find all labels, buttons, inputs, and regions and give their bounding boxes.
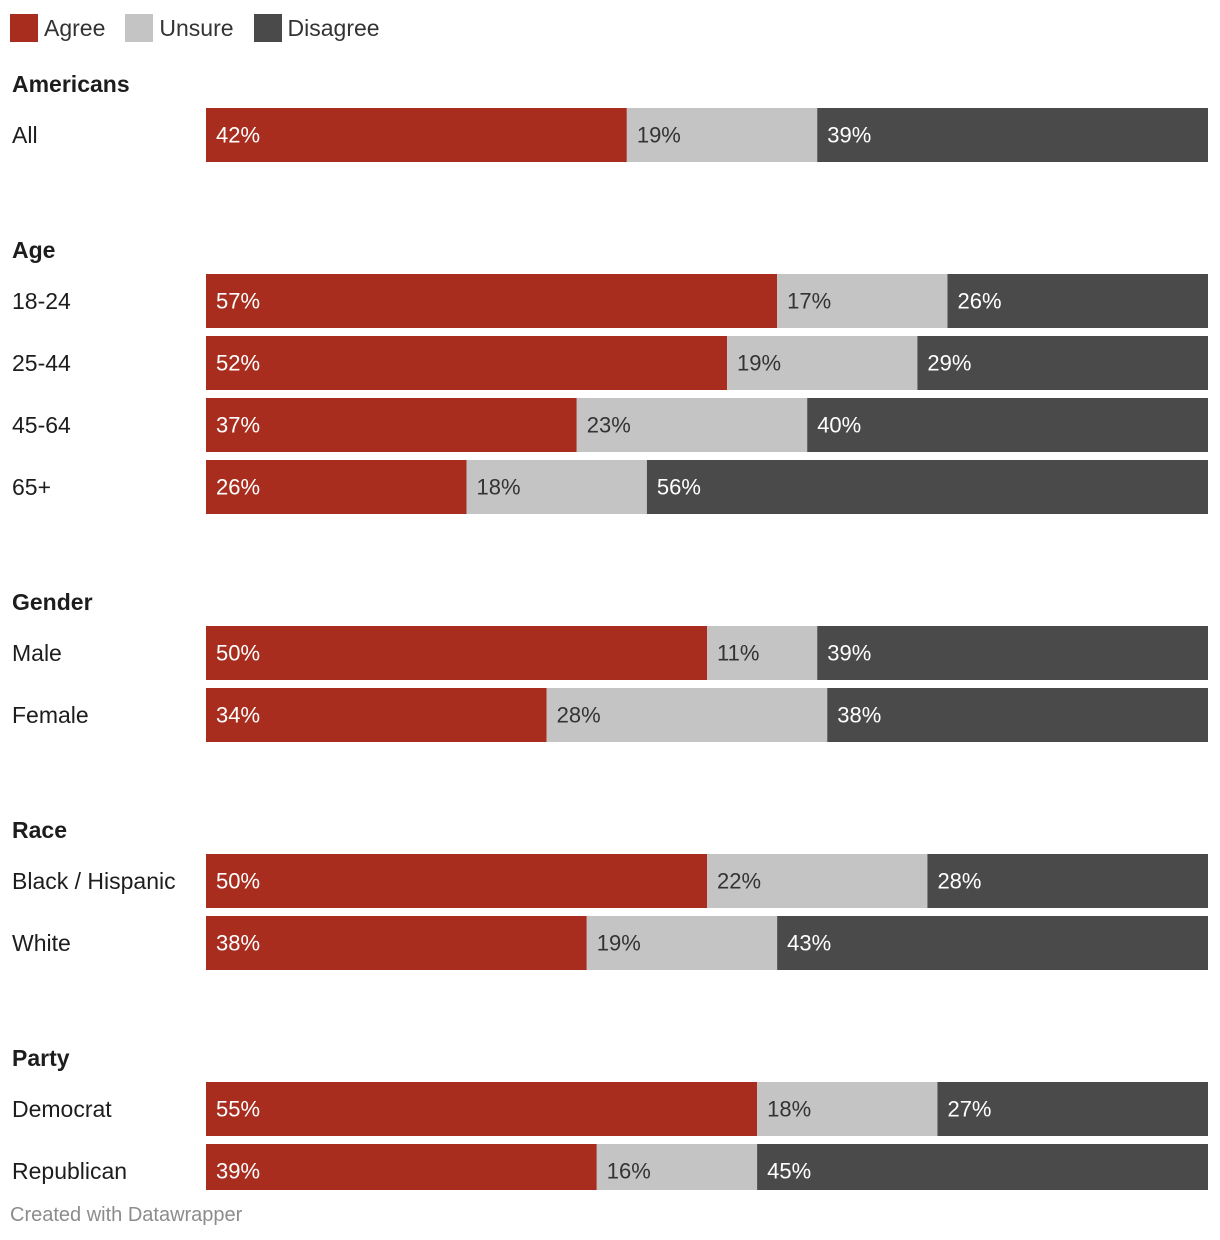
bar-disagree-democrat (937, 1082, 1208, 1136)
row-label-25-44: 25-44 (12, 350, 71, 376)
bar-agree-white (206, 916, 587, 970)
value-label-disagree-65: 56% (657, 475, 701, 500)
legend-label-agree: Agree (44, 14, 106, 41)
value-label-disagree-25-44: 29% (927, 351, 971, 376)
bar-unsure-female (546, 688, 828, 742)
bar-disagree-white (777, 916, 1208, 970)
group-title-americans: Americans (12, 71, 130, 97)
legend-item-disagree: Disagree (253, 14, 380, 42)
bar-agree-republican (206, 1144, 597, 1190)
value-label-unsure-white: 19% (597, 931, 641, 956)
stacked-bar-chart: Americans All 42% 19% 39% Age 18-24 57% 17% 26% 25… (12, 71, 1208, 1190)
row-label-male: Male (12, 640, 62, 666)
value-label-unsure-male: 11% (717, 641, 759, 666)
bar-disagree-all (817, 108, 1208, 162)
bar-unsure-male (707, 626, 818, 680)
row-label-all: All (12, 122, 38, 148)
value-label-unsure-all: 19% (637, 123, 681, 148)
value-label-unsure-65: 18% (477, 475, 521, 500)
value-label-disagree-all: 39% (827, 123, 871, 148)
value-label-agree-18-24: 57% (216, 289, 260, 314)
value-label-unsure-democrat: 18% (767, 1097, 811, 1122)
value-label-disagree-democrat: 27% (947, 1097, 991, 1122)
value-label-agree-all: 42% (216, 123, 260, 148)
bar-unsure-democrat (757, 1082, 938, 1136)
value-label-agree-45-64: 37% (216, 413, 260, 438)
value-label-unsure-black-hispanic: 22% (717, 869, 761, 894)
footer-credit: Created with Datawrapper (10, 1204, 243, 1226)
bar-disagree-65 (646, 460, 1208, 514)
value-label-agree-25-44: 52% (216, 351, 260, 376)
row-label-black-hispanic: Black / Hispanic (12, 868, 176, 894)
bar-agree-democrat (206, 1082, 758, 1136)
value-label-agree-male: 50% (216, 641, 260, 666)
bar-unsure-black-hispanic (707, 854, 928, 908)
row-label-female: Female (12, 702, 89, 728)
value-label-unsure-female: 28% (557, 703, 601, 728)
value-label-agree-65: 26% (216, 475, 260, 500)
legend-swatch-disagree (253, 14, 282, 42)
bar-disagree-male (817, 626, 1208, 680)
bar-agree-65 (206, 460, 467, 514)
bar-disagree-18-24 (947, 274, 1208, 328)
value-label-unsure-25-44: 19% (737, 351, 781, 376)
value-label-disagree-18-24: 26% (957, 289, 1001, 314)
bar-disagree-25-44 (917, 336, 1208, 390)
bar-agree-black-hispanic (206, 854, 707, 908)
value-label-disagree-45-64: 40% (817, 413, 861, 438)
bar-unsure-18-24 (777, 274, 948, 328)
legend-label-disagree: Disagree (287, 14, 380, 41)
legend-swatch-unsure (125, 14, 154, 42)
legend-label-unsure: Unsure (159, 14, 234, 41)
row-label-democrat: Democrat (12, 1096, 112, 1122)
bar-unsure-45-64 (576, 398, 808, 452)
legend-item-unsure: Unsure (125, 14, 234, 42)
value-label-disagree-republican: 45% (767, 1159, 811, 1184)
bar-agree-male (206, 626, 707, 680)
value-label-agree-republican: 39% (216, 1159, 260, 1184)
bar-agree-female (206, 688, 547, 742)
value-label-disagree-black-hispanic: 28% (937, 869, 981, 894)
value-label-agree-black-hispanic: 50% (216, 869, 260, 894)
bar-unsure-white (586, 916, 778, 970)
value-label-disagree-female: 38% (837, 703, 881, 728)
bar-unsure-all (626, 108, 818, 162)
row-label-65: 65+ (12, 474, 51, 500)
bar-agree-45-64 (206, 398, 577, 452)
bar-disagree-45-64 (807, 398, 1208, 452)
bar-unsure-25-44 (727, 336, 918, 390)
bar-unsure-republican (596, 1144, 758, 1190)
bar-agree-25-44 (206, 336, 728, 390)
legend-item-agree: Agree (10, 14, 105, 42)
bar-agree-all (206, 108, 627, 162)
row-label-republican: Republican (12, 1158, 127, 1184)
row-label-18-24: 18-24 (12, 288, 71, 314)
value-label-agree-democrat: 55% (216, 1097, 260, 1122)
value-label-agree-white: 38% (216, 931, 260, 956)
bar-unsure-65 (466, 460, 647, 514)
value-label-agree-female: 34% (216, 703, 260, 728)
value-label-unsure-45-64: 23% (587, 413, 631, 438)
group-title-party: Party (12, 1045, 70, 1071)
value-label-disagree-white: 43% (787, 931, 831, 956)
bar-disagree-republican (757, 1144, 1208, 1190)
bar-disagree-black-hispanic (927, 854, 1208, 908)
group-title-race: Race (12, 817, 67, 843)
value-label-disagree-male: 39% (827, 641, 871, 666)
bar-disagree-female (827, 688, 1208, 742)
legend-swatch-agree (10, 14, 38, 42)
bar-agree-18-24 (206, 274, 778, 328)
row-label-white: White (12, 930, 71, 956)
group-title-gender: Gender (12, 589, 93, 615)
value-label-unsure-18-24: 17% (787, 289, 831, 314)
value-label-unsure-republican: 16% (607, 1159, 651, 1184)
legend: Agree Unsure Disagree (10, 14, 400, 42)
group-title-age: Age (12, 237, 55, 263)
row-label-45-64: 45-64 (12, 412, 71, 438)
